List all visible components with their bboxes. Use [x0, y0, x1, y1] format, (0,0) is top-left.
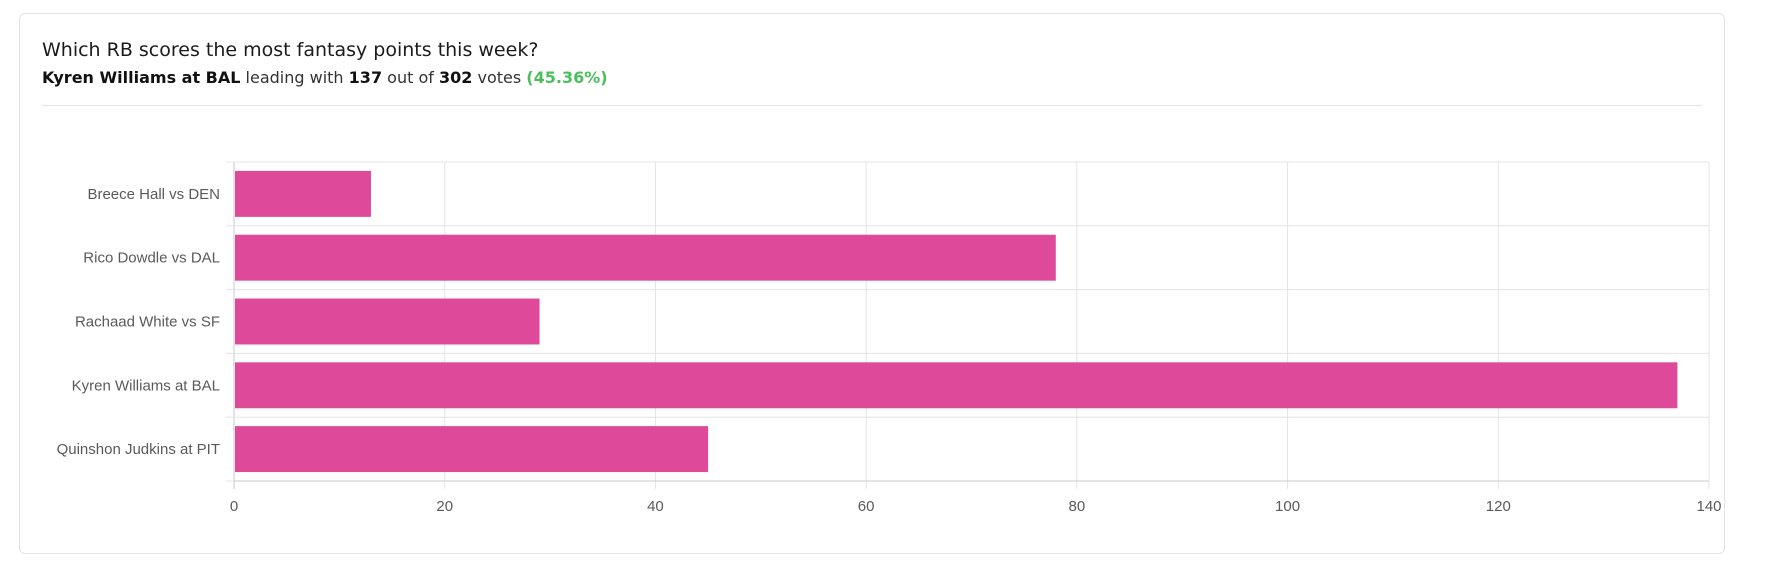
poll-question: Which RB scores the most fantasy points … — [42, 39, 539, 61]
category-label: Quinshon Judkins at PIT — [57, 441, 220, 458]
x-tick-label: 80 — [1069, 498, 1086, 515]
bar — [235, 298, 540, 345]
category-label: Breece Hall vs DEN — [87, 186, 220, 203]
x-tick-label: 0 — [230, 498, 238, 515]
out-of-text: out of — [387, 68, 434, 87]
total-votes: 302 — [438, 68, 473, 87]
bar — [235, 426, 709, 473]
votes-text: votes — [477, 68, 522, 87]
leader-votes: 137 — [348, 68, 383, 87]
bar — [235, 362, 1678, 409]
header-divider — [42, 105, 1702, 106]
x-tick-label: 140 — [1696, 498, 1721, 515]
leading-with-text: leading with — [245, 68, 344, 87]
category-label: Rachaad White vs SF — [75, 314, 220, 331]
x-tick-label: 120 — [1486, 498, 1511, 515]
x-tick-label: 20 — [436, 498, 453, 515]
category-label: Kyren Williams at BAL — [72, 377, 220, 394]
bar — [235, 170, 371, 217]
poll-summary: Kyren Williams at BAL leading with 137 o… — [42, 67, 1702, 89]
poll-header: Which RB scores the most fantasy points … — [42, 37, 1702, 89]
x-tick-label: 60 — [858, 498, 875, 515]
bar — [235, 234, 1056, 281]
x-tick-label: 40 — [647, 498, 664, 515]
leader-percentage: (45.36%) — [526, 68, 608, 87]
category-label: Rico Dowdle vs DAL — [83, 250, 220, 267]
x-tick-label: 100 — [1275, 498, 1300, 515]
leader-name: Kyren Williams at BAL — [42, 68, 241, 87]
